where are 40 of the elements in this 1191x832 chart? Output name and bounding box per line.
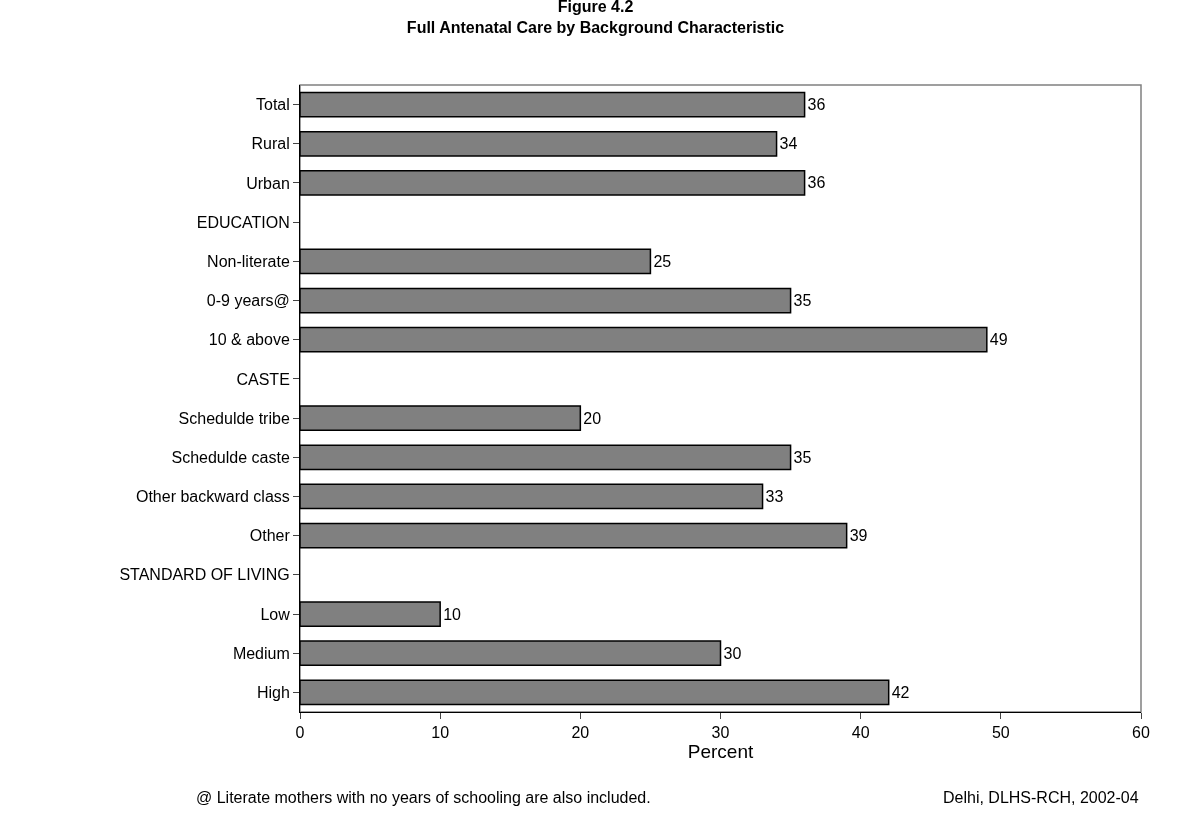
y-tick-label: EDUCATION bbox=[196, 213, 290, 231]
data-label: 20 bbox=[583, 409, 602, 427]
x-tick-label: 10 bbox=[431, 724, 450, 742]
data-label: 30 bbox=[723, 644, 742, 662]
y-tick-label: Schedulde caste bbox=[171, 448, 290, 466]
data-label: 36 bbox=[807, 174, 826, 192]
y-tick-label: CASTE bbox=[236, 370, 290, 388]
x-tick-label: 30 bbox=[711, 724, 730, 742]
data-label: 39 bbox=[849, 527, 868, 545]
x-tick-label: 40 bbox=[851, 724, 870, 742]
data-label: 10 bbox=[443, 605, 462, 623]
x-tick-label: 60 bbox=[1132, 724, 1150, 742]
y-tick-label: Rural bbox=[251, 135, 290, 153]
y-tick-label: Low bbox=[260, 605, 291, 623]
data-label: 35 bbox=[793, 292, 812, 310]
y-tick-label: 10 & above bbox=[208, 331, 290, 349]
y-tick-label: Medium bbox=[232, 644, 290, 662]
data-label: 33 bbox=[765, 487, 784, 505]
chart-title: Figure 4.2 Full Antenatal Care by Background Characteristic bbox=[406, 0, 785, 37]
y-tick-label: Schedulde tribe bbox=[178, 409, 290, 427]
y-tick-label: 0-9 years@ bbox=[206, 292, 290, 310]
x-axis-title: Percent bbox=[687, 741, 754, 763]
data-label: 35 bbox=[793, 448, 812, 466]
x-tick-label: 50 bbox=[991, 724, 1010, 742]
x-tick-label: 20 bbox=[571, 724, 590, 742]
y-tick-label: High bbox=[256, 684, 290, 702]
y-tick-label: Non-literate bbox=[207, 252, 290, 270]
data-label: 49 bbox=[989, 331, 1008, 349]
y-tick-label: Urban bbox=[246, 174, 290, 192]
x-tick-label: 0 bbox=[295, 724, 305, 742]
y-tick-label: Other bbox=[249, 527, 291, 545]
y-tick-label: Total bbox=[256, 96, 290, 114]
data-label: 36 bbox=[807, 96, 826, 114]
text: @ Literate mothers with no years of schooling are also included. bbox=[196, 789, 651, 806]
data-label: 34 bbox=[779, 135, 798, 153]
text: Delhi, DLHS-RCH, 2002-04 bbox=[943, 789, 1139, 806]
data-label: 42 bbox=[891, 683, 910, 701]
y-tick-label: STANDARD OF LIVING bbox=[119, 566, 290, 584]
data-label: 25 bbox=[653, 252, 672, 270]
y-tick-label: Other backward class bbox=[135, 488, 290, 506]
